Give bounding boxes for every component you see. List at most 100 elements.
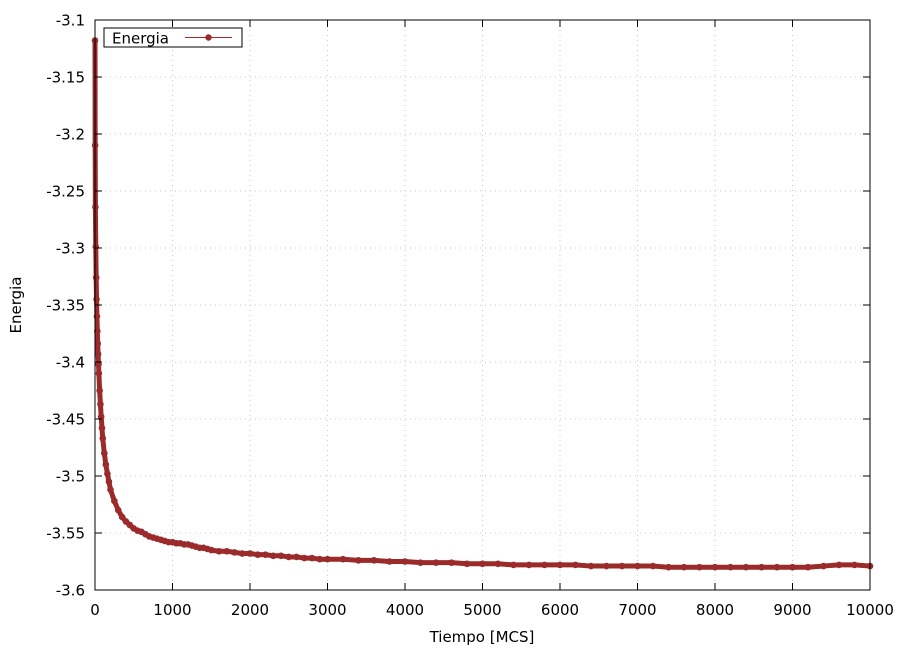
data-point: [835, 561, 843, 569]
data-point: [102, 461, 110, 468]
data-point: [479, 560, 486, 568]
legend-box: [103, 27, 243, 48]
data-point: [665, 563, 672, 571]
data-point: [851, 561, 858, 569]
data-point: [94, 327, 101, 335]
x-tick-label: 7000: [618, 601, 656, 619]
y-tick-label: -3.35: [46, 297, 85, 315]
data-point: [101, 449, 108, 457]
data-point: [541, 561, 548, 569]
x-tick-label: 2000: [231, 601, 269, 619]
data-point: [254, 551, 262, 558]
data-point: [96, 387, 103, 394]
data-point: [432, 559, 440, 566]
data-point: [494, 560, 502, 568]
data-point: [386, 558, 393, 565]
data-point: [525, 561, 533, 569]
data-point: [93, 296, 100, 303]
x-tick-label: 9000: [773, 601, 811, 619]
data-point: [118, 513, 126, 521]
data-point: [696, 563, 703, 571]
data-point: [97, 400, 104, 408]
data-point: [773, 563, 781, 571]
legend-marker-sample: [205, 34, 212, 41]
data-point: [269, 552, 277, 560]
data-point: [417, 559, 424, 566]
data-point: [587, 562, 595, 570]
y-tick-label: -3.4: [56, 354, 85, 372]
legend-entry-energia: Energia: [112, 30, 169, 48]
data-point: [510, 561, 517, 569]
data-point: [95, 370, 103, 377]
data-point: [634, 562, 641, 570]
data-point: [742, 563, 750, 571]
data-point: [92, 274, 100, 281]
data-point: [105, 478, 113, 486]
axis-ticks: [94, 19, 871, 591]
data-point: [463, 560, 471, 568]
data-point: [649, 562, 657, 570]
data-point: [339, 555, 347, 563]
data-point: [448, 559, 455, 566]
data-point: [789, 563, 796, 571]
y-tick-label: -3.55: [46, 525, 85, 543]
data-point: [223, 547, 231, 555]
data-point: [680, 563, 688, 571]
data-point: [603, 562, 610, 570]
y-tick-label: -3.25: [46, 183, 85, 201]
data-point: [95, 360, 102, 368]
data-point: [238, 550, 246, 557]
data-point: [94, 350, 102, 358]
y-tick-label: -3.45: [46, 411, 85, 429]
data-point: [804, 563, 812, 571]
data-point: [308, 554, 316, 562]
data-point: [107, 486, 114, 493]
y-tick-label: -3.5: [56, 468, 85, 486]
x-tick-label: 8000: [696, 601, 734, 619]
x-tick-label: 4000: [386, 601, 424, 619]
x-tick-label: 0: [90, 601, 100, 619]
x-tick-label: 3000: [308, 601, 346, 619]
data-point: [572, 561, 579, 569]
data-point: [99, 435, 107, 442]
grid: [95, 20, 870, 590]
data-point: [758, 563, 765, 571]
data-point: [556, 561, 564, 569]
y-tick-label: -3.6: [56, 582, 85, 600]
x-tick-label: 5000: [463, 601, 501, 619]
data-point: [262, 551, 269, 558]
y-tick-label: -3.3: [56, 240, 85, 258]
data-point: [324, 555, 331, 563]
data-point: [618, 562, 626, 570]
y-tick-label: -3.2: [56, 126, 85, 144]
legend: Energia: [103, 27, 243, 48]
x-tick-label: 10000: [846, 601, 894, 619]
data-point: [401, 558, 409, 565]
data-point: [316, 555, 324, 563]
data-point: [92, 243, 100, 251]
data-point: [300, 554, 308, 562]
y-tick-label: -3.1: [56, 12, 85, 30]
data-point: [114, 506, 122, 514]
x-tick-label: 6000: [541, 601, 579, 619]
data-point: [215, 547, 223, 555]
x-axis-label: Tiempo [MCS]: [429, 628, 535, 646]
data-point: [111, 497, 118, 505]
x-tick-label: 1000: [153, 601, 191, 619]
y-axis-tick-labels: -3.6 -3.55 -3.5 -3.45 -3.4 -3.35 -3.3 -3.25 -3.2…: [46, 12, 85, 600]
data-point: [98, 424, 106, 432]
data-point: [207, 546, 215, 554]
data-point: [727, 563, 734, 571]
data-point: [231, 549, 238, 556]
data-point: [246, 550, 254, 557]
data-point: [104, 470, 111, 478]
series-energia: [91, 37, 874, 571]
data-point: [711, 563, 719, 571]
data-point: [370, 557, 378, 564]
y-axis-label: Energia: [7, 277, 25, 334]
data-point: [293, 553, 300, 561]
series-line-energia: [92, 38, 873, 570]
x-axis-tick-labels: 0 1000 2000 3000 4000 5000 6000 7000 8000 9000 100…: [90, 601, 894, 619]
data-point: [355, 557, 362, 564]
